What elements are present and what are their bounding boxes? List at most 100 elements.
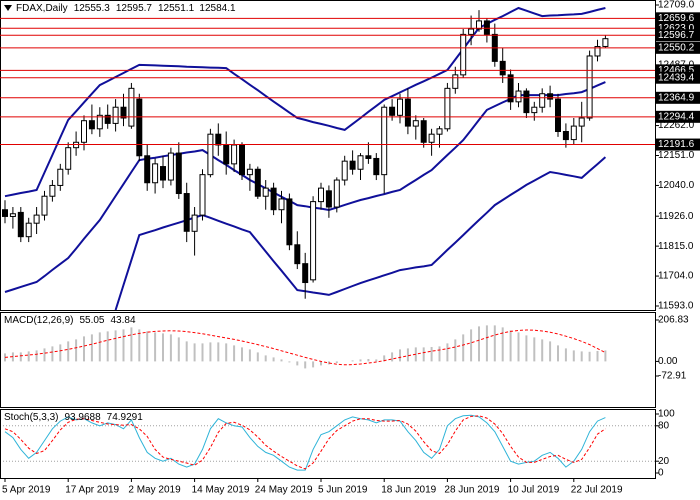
candle-body xyxy=(436,128,443,135)
y-tick-label: 12709.0 xyxy=(658,0,695,11)
candle-body xyxy=(88,120,95,130)
y-tick-label: 206.83 xyxy=(658,315,689,326)
histogram-bar xyxy=(454,339,457,362)
candle-body xyxy=(144,155,151,184)
histogram-bar xyxy=(19,352,22,362)
level-label-box xyxy=(655,12,700,25)
histogram-bar xyxy=(51,346,54,362)
y-tick-label: 11593.0 xyxy=(658,301,694,312)
header-value: 12555.3 xyxy=(74,3,111,14)
histogram-bar xyxy=(304,361,307,369)
candle-body xyxy=(562,130,569,141)
candle-body xyxy=(397,98,403,116)
candle-body xyxy=(183,193,190,232)
candle-body xyxy=(389,106,396,116)
histogram-bar xyxy=(541,339,544,362)
candle-body xyxy=(136,98,143,157)
level-label: 12191.6 xyxy=(658,139,695,150)
candle-body xyxy=(17,211,24,238)
histogram-bar xyxy=(75,339,78,362)
candle-body xyxy=(57,168,64,186)
histogram-bar xyxy=(177,337,180,362)
candle-body xyxy=(2,209,8,217)
candle-body xyxy=(586,55,593,119)
histogram-bar xyxy=(59,344,62,362)
y-tick-label: 100 xyxy=(658,409,675,420)
candle-body xyxy=(357,155,364,170)
header-value: 43.84 xyxy=(111,315,136,326)
candle-body xyxy=(341,160,348,181)
candle-body xyxy=(594,46,601,57)
panel-title: MACD(12,26,9) xyxy=(4,315,73,326)
candle-body xyxy=(555,98,561,132)
level-label-box xyxy=(655,110,700,123)
histogram-bar xyxy=(154,332,157,362)
histogram-bar xyxy=(138,329,141,362)
line xyxy=(4,414,606,471)
histogram-bar xyxy=(367,359,370,362)
y-tick-label: 0 xyxy=(658,468,664,479)
candle-body xyxy=(578,117,585,127)
histogram-bar xyxy=(4,353,6,362)
histogram-bar xyxy=(335,361,338,364)
y-tick-label: 80 xyxy=(658,420,670,431)
candle-body xyxy=(262,187,269,197)
histogram-bar xyxy=(130,327,133,362)
candle-body xyxy=(547,93,554,100)
histogram-bar xyxy=(604,350,607,362)
histogram-bar xyxy=(406,348,409,362)
histogram-bar xyxy=(375,359,378,362)
candle-body xyxy=(499,60,506,76)
header-value: 55.05 xyxy=(79,315,104,326)
candle-body xyxy=(507,74,514,103)
candle-body xyxy=(325,190,332,208)
candle-body xyxy=(207,133,214,176)
candle-body xyxy=(215,133,222,146)
candle-body xyxy=(254,168,261,197)
panel-frame xyxy=(0,409,656,479)
candle-body xyxy=(120,106,127,119)
histogram-bar xyxy=(225,343,228,362)
candle-body xyxy=(318,187,324,203)
histogram-bar xyxy=(312,361,315,368)
candle-body xyxy=(294,244,301,265)
level-label: 12659.6 xyxy=(658,13,695,24)
candle-body xyxy=(246,168,253,176)
level-label: 12623.0 xyxy=(658,23,695,34)
level-label-box xyxy=(655,91,700,104)
candle-body xyxy=(602,38,609,47)
candle-body xyxy=(286,198,293,246)
candle-body xyxy=(381,106,388,176)
candle-body xyxy=(412,120,419,127)
candle-body xyxy=(25,222,32,238)
histogram-bar xyxy=(209,342,212,362)
header-value: 12551.1 xyxy=(158,3,195,14)
histogram-bar xyxy=(588,351,591,362)
histogram-bar xyxy=(327,361,330,365)
y-tick-label: 11815.0 xyxy=(658,241,694,252)
histogram-bar xyxy=(383,355,386,362)
histogram-bar xyxy=(193,343,196,362)
candle-body xyxy=(468,28,475,35)
histogram-bar xyxy=(280,359,283,362)
histogram-bar xyxy=(201,343,204,362)
histogram-bar xyxy=(517,332,520,362)
candle-body xyxy=(152,163,159,184)
y-tick-label: 12262.0 xyxy=(658,120,695,131)
y-tick-label: -72.91 xyxy=(658,371,687,382)
y-tick-label: 11704.0 xyxy=(658,271,694,282)
candle-body xyxy=(373,157,380,176)
histogram-bar xyxy=(35,350,38,362)
candle-body xyxy=(33,214,40,224)
y-tick-label: 12151.0 xyxy=(658,150,695,161)
histogram-bar xyxy=(596,350,599,362)
candle-body xyxy=(112,106,119,124)
level-label-box xyxy=(655,138,700,151)
histogram-bar xyxy=(162,333,164,362)
panel-header: Stoch(5,3,3) 93.9688 74.9291 xyxy=(4,412,143,423)
x-tick-label: 24 May 2019 xyxy=(255,485,313,496)
header-value: 12584.1 xyxy=(199,3,236,14)
candle-body xyxy=(231,144,238,165)
histogram-bar xyxy=(501,327,504,362)
